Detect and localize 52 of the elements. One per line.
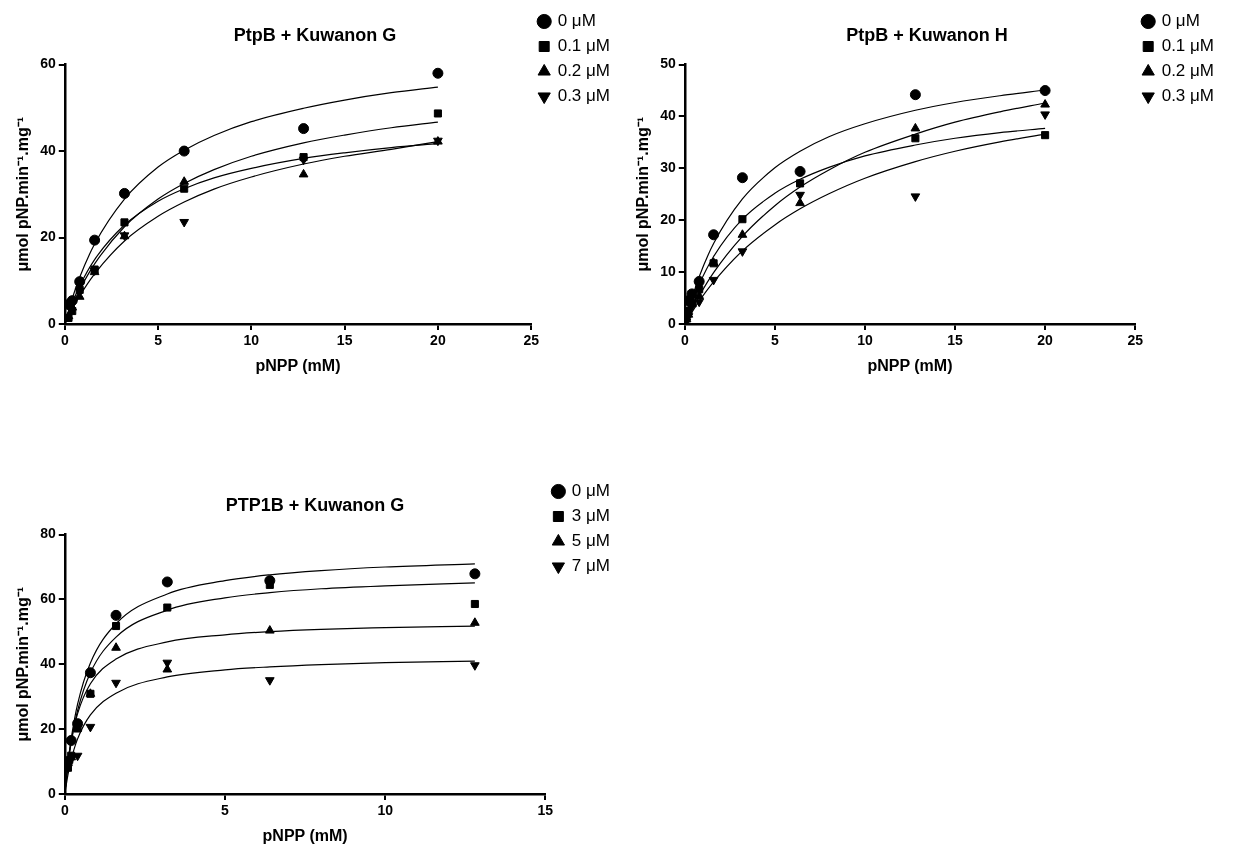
chart-title: PtpB + Kuwanon H (846, 24, 1008, 45)
x-tick-label: 5 (221, 802, 230, 819)
x-tick-label: 25 (1127, 332, 1144, 349)
legend-label: 0 μM (557, 11, 596, 31)
y-tick-label: 40 (660, 107, 676, 124)
y-tick-label: 0 (47, 314, 56, 331)
x-axis-title: pNPP (mM) (867, 356, 953, 374)
legend-label: 0 μM (1161, 11, 1200, 31)
x-tick-label: 20 (430, 332, 446, 349)
chart-title: PTP1B + Kuwanon G (225, 494, 405, 515)
x-tick-label: 0 (60, 802, 69, 819)
y-tick-label: 30 (660, 159, 676, 176)
legend-label: 0 μM (571, 481, 611, 501)
chart-title: PtpB + Kuwanon G (233, 24, 397, 45)
y-tick-label: 20 (40, 228, 56, 245)
legend-label: 0.3 μM (1161, 86, 1214, 106)
legend-label: 0.1 μM (1161, 36, 1214, 56)
x-tick-label: 15 (947, 332, 964, 349)
x-tick-label: 10 (377, 802, 394, 819)
y-tick-label: 40 (40, 655, 56, 672)
y-tick-label: 10 (660, 262, 676, 279)
x-tick-label: 5 (770, 332, 779, 349)
x-tick-label: 20 (1037, 332, 1054, 349)
x-tick-label: 10 (243, 332, 260, 349)
x-tick-label: 15 (537, 802, 554, 819)
y-tick-label: 20 (40, 720, 56, 737)
x-tick-label: 0 (680, 332, 689, 349)
y-tick-label: 0 (667, 314, 676, 331)
x-axis-title: pNPP (mM) (262, 826, 348, 844)
y-tick-label: 50 (660, 55, 676, 72)
x-axis-title: pNPP (mM) (255, 356, 341, 374)
y-axis-title: μmol pNP.min⁻¹.mg⁻¹ (14, 117, 32, 272)
y-tick-label: 0 (47, 784, 56, 801)
y-axis-title: μmol pNP.min⁻¹.mg⁻¹ (634, 117, 652, 272)
y-tick-label: 80 (40, 525, 56, 542)
legend-label: 0.1 μM (557, 36, 610, 56)
x-tick-label: 10 (857, 332, 873, 349)
y-tick-label: 40 (40, 141, 56, 158)
x-tick-label: 25 (523, 332, 540, 349)
y-tick-label: 60 (40, 590, 56, 607)
legend-label: 7 μM (571, 556, 611, 576)
x-tick-label: 0 (60, 332, 69, 349)
legend-label: 3 μM (571, 506, 611, 526)
y-tick-label: 20 (660, 211, 676, 228)
legend-label: 0.3 μM (557, 86, 610, 106)
legend-label: 0.2 μM (1161, 61, 1214, 81)
x-tick-label: 5 (154, 332, 163, 349)
legend-label: 5 μM (571, 531, 611, 551)
y-axis-title: μmol pNP.min⁻¹.mg⁻¹ (14, 587, 32, 742)
legend-label: 0.2 μM (557, 61, 610, 81)
y-tick-label: 60 (40, 55, 56, 72)
x-tick-label: 15 (336, 332, 353, 349)
